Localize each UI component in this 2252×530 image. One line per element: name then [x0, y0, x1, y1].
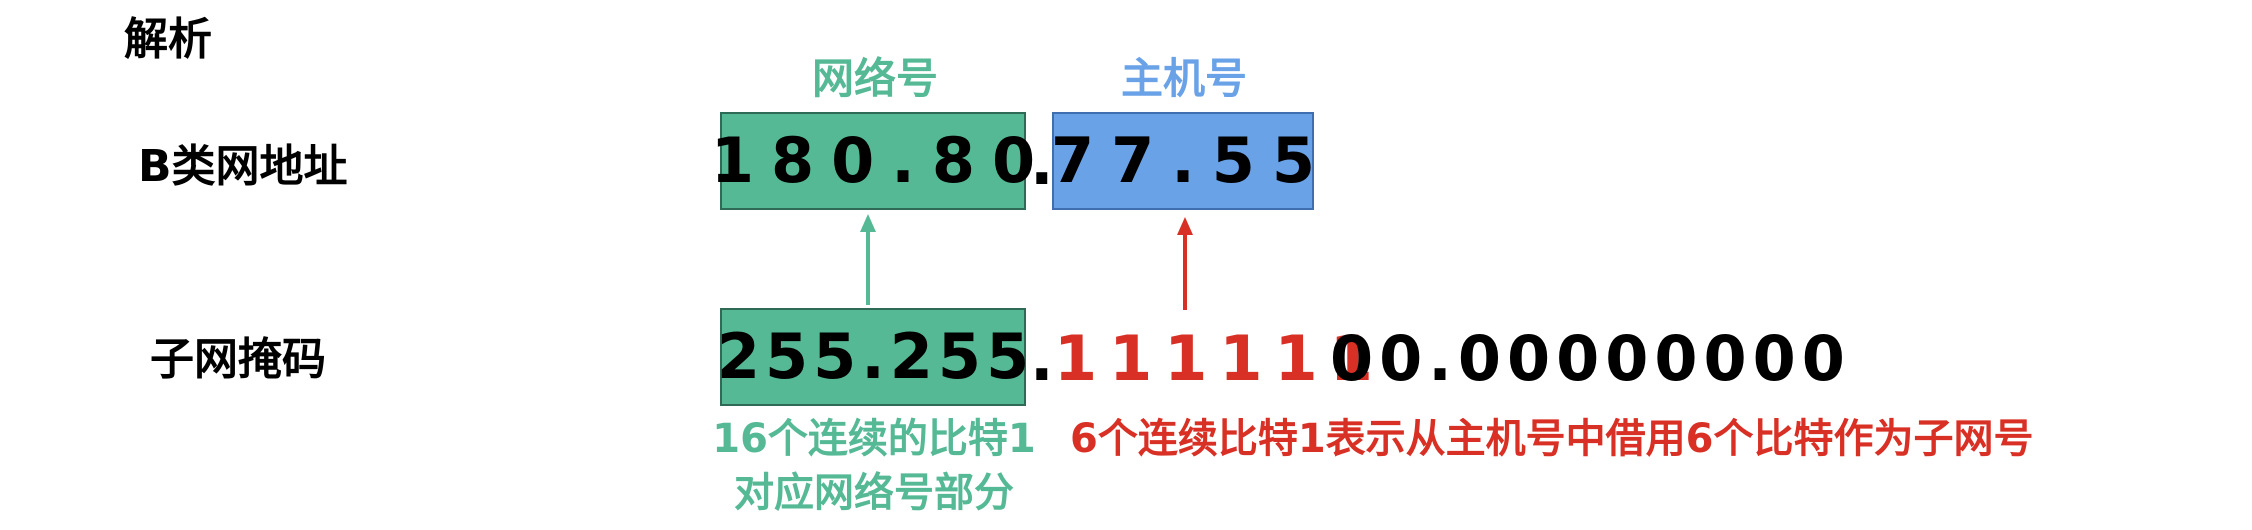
address-network-box: 180.80 [711, 112, 1035, 210]
subnet-note: 6个连续比特1表示从主机号中借用6个比特作为子网号 [1070, 416, 2034, 462]
red-arrow [1177, 217, 1193, 310]
address-host-value: 77.55 [1050, 124, 1333, 197]
page-title: 解析 [124, 14, 212, 65]
subnet-mask-label: 子网掩码 [150, 334, 326, 385]
address-network-value: 180.80 [710, 124, 1053, 197]
network-note-line2: 对应网络号部分 [734, 470, 1014, 516]
mask-network-value: 255.255 [716, 320, 1035, 393]
network-part-label: 网络号 [811, 54, 938, 103]
mask-remaining-bits: 00.00000000 [1330, 322, 1851, 395]
host-part-label: 主机号 [1120, 54, 1247, 103]
green-arrow [860, 214, 876, 305]
class-b-address-label: B类网地址 [138, 141, 348, 192]
address-host-box: 77.55 [1051, 112, 1315, 210]
mask-borrowed-bits: 111111 [1054, 322, 1385, 395]
network-note: 16个连续的比特1 对应网络号部分 [708, 412, 1040, 520]
mask-network-box: 255.255 [717, 308, 1029, 406]
address-separator: . [1030, 126, 1054, 199]
network-note-line1: 16个连续的比特1 [712, 416, 1036, 462]
mask-separator: . [1030, 322, 1054, 395]
